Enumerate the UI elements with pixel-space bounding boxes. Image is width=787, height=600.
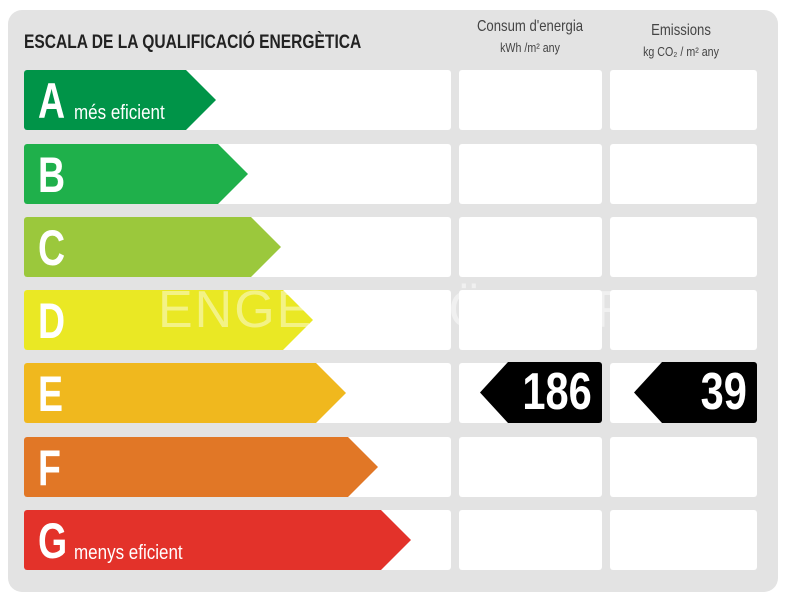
rating-caption: més eficient: [74, 102, 165, 124]
consumption-cell: [459, 70, 602, 130]
emissions-unit: kg CO₂ / m² any: [643, 44, 719, 59]
rating-arrow-b: B: [24, 144, 248, 204]
consumption-cell: [459, 144, 602, 204]
emissions-value: 39: [700, 363, 747, 421]
consumption-cell: [459, 290, 602, 350]
consumption-value: 186: [522, 363, 592, 421]
consumption-cell: [459, 510, 602, 570]
consumption-cell: [459, 217, 602, 277]
emissions-value-badge: 39: [634, 362, 757, 423]
emissions-cell: [610, 217, 757, 277]
rating-letter: G: [38, 513, 68, 569]
emissions-header: Emissions kg CO₂ / m² any: [620, 22, 743, 59]
rating-arrow-f: F: [24, 437, 378, 497]
emissions-cell: [610, 144, 757, 204]
rating-arrow-d: D: [24, 290, 313, 350]
consumption-header: Consum d'energia kWh /m² any: [469, 18, 592, 55]
rating-arrow-e: E: [24, 363, 346, 423]
emissions-cell: [610, 437, 757, 497]
page-title: ESCALA DE LA QUALIFICACIÓ ENERGÈTICA: [24, 32, 362, 53]
rating-letter: A: [38, 73, 66, 129]
emissions-cell: [610, 510, 757, 570]
rating-letter: C: [38, 220, 66, 276]
rating-arrow-c: C: [24, 217, 281, 277]
rating-letter: E: [38, 366, 64, 422]
emissions-cell: [610, 290, 757, 350]
rating-letter: F: [38, 440, 61, 496]
emissions-label: Emissions: [651, 22, 711, 39]
emissions-cell: [610, 70, 757, 130]
consumption-label: Consum d'energia: [476, 18, 584, 35]
consumption-cell: [459, 437, 602, 497]
watermark-logo: ENGEL & VÖLKERS: [158, 281, 672, 339]
consumption-value-badge: 186: [480, 362, 602, 423]
rating-caption: menys eficient: [74, 542, 183, 564]
rating-letter: B: [38, 147, 66, 203]
rating-letter: D: [38, 293, 66, 349]
consumption-unit: kWh /m² any: [500, 40, 560, 55]
